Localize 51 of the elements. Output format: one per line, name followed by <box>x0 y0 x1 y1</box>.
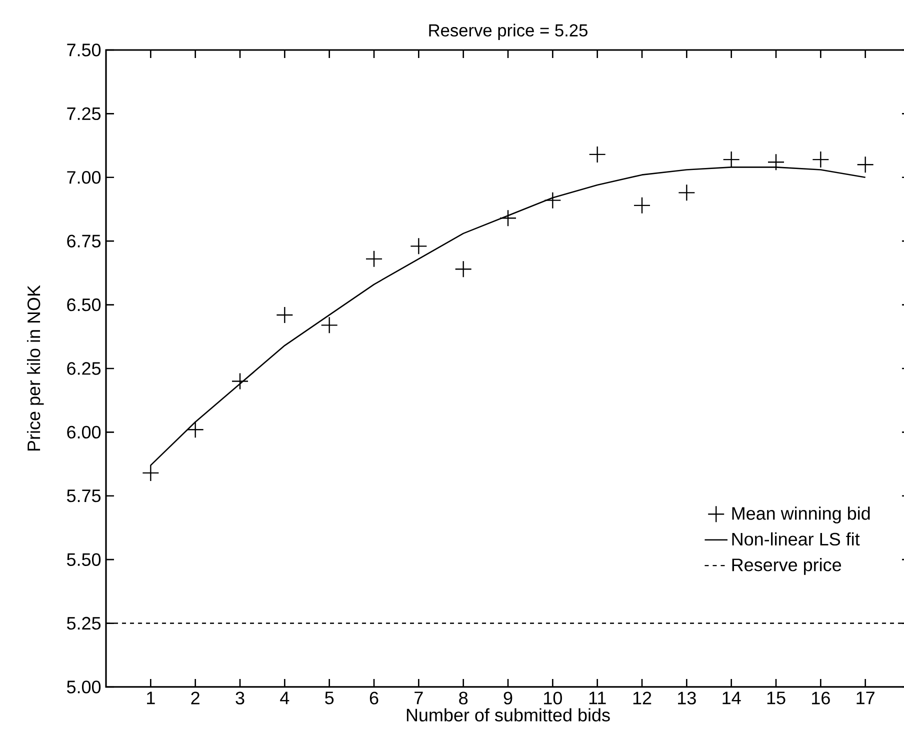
point <box>410 238 428 255</box>
legend-label: Non-linear LS fit <box>732 532 860 546</box>
x-tick-label: 9 <box>504 692 512 704</box>
y-axis-title: Price per kilo in NOK <box>26 285 44 451</box>
point <box>231 372 249 390</box>
legend-label: Reserve price <box>732 558 842 575</box>
x-tick-label: 12 <box>633 692 652 704</box>
x-tick-label: 1 <box>147 692 155 704</box>
point <box>365 250 383 268</box>
x-tick-label: 5 <box>325 692 334 704</box>
y-tick-label: 6.00 <box>67 426 101 439</box>
x-tick-label: 17 <box>856 692 874 704</box>
y-tick-label: 5.00 <box>66 680 101 694</box>
point <box>722 150 740 168</box>
y-tick-label: 7.50 <box>67 44 101 56</box>
x-tick-label: 10 <box>544 692 562 704</box>
point <box>499 210 517 227</box>
point <box>856 156 874 174</box>
x-tick-label: 7 <box>414 692 423 704</box>
legend-label: Mean winning bid <box>732 506 870 524</box>
x-tick-label: 8 <box>459 692 468 704</box>
point <box>678 184 696 202</box>
x-tick-label: 16 <box>812 692 830 704</box>
y-tick-label: 7.00 <box>67 171 101 184</box>
y-tick-label: 6.50 <box>67 298 101 312</box>
x-tick-label: 6 <box>370 692 378 704</box>
point <box>276 306 294 324</box>
x-axis-title: Number of submitted bids <box>406 708 610 722</box>
point <box>633 196 651 214</box>
point <box>544 192 562 209</box>
x-tick-label: 4 <box>280 692 290 704</box>
x-tick-label: 3 <box>236 692 244 704</box>
point <box>320 316 338 334</box>
x-tick-label: 2 <box>191 692 200 704</box>
y-tick-label: 5.25 <box>66 616 101 630</box>
point <box>812 150 830 168</box>
point <box>142 464 160 482</box>
y-tick-label: 6.25 <box>67 362 101 375</box>
y-tick-label: 5.50 <box>66 553 101 566</box>
x-tick-label: 13 <box>678 692 696 704</box>
point <box>588 146 606 164</box>
y-tick-label: 7.25 <box>67 107 101 120</box>
x-tick-label: 15 <box>767 692 786 704</box>
x-tick-label: 14 <box>722 692 741 704</box>
point <box>454 260 472 278</box>
chart-title: Reserve price = 5.25 <box>429 24 588 40</box>
y-tick-label: 6.75 <box>67 234 101 248</box>
point <box>767 154 785 171</box>
y-tick-label: 5.75 <box>66 490 101 502</box>
x-tick-label: 11 <box>589 692 606 704</box>
point <box>186 421 204 438</box>
